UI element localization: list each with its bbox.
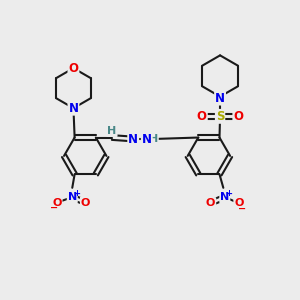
Text: H: H <box>107 126 117 136</box>
Text: S: S <box>216 110 224 123</box>
Text: N: N <box>215 92 225 105</box>
Text: N: N <box>68 192 77 202</box>
Text: O: O <box>206 198 215 208</box>
Text: +: + <box>73 189 80 198</box>
Text: −: − <box>238 203 247 213</box>
Text: O: O <box>233 110 243 123</box>
Text: O: O <box>81 197 90 208</box>
Text: O: O <box>52 197 62 208</box>
Text: N: N <box>142 133 152 146</box>
Text: H: H <box>148 134 158 144</box>
Text: O: O <box>234 198 244 208</box>
Text: N: N <box>128 133 138 146</box>
Text: N: N <box>220 192 230 202</box>
Text: −: − <box>50 203 58 213</box>
Text: N: N <box>68 102 78 115</box>
Text: +: + <box>225 189 233 198</box>
Text: O: O <box>68 61 78 75</box>
Text: O: O <box>197 110 207 123</box>
